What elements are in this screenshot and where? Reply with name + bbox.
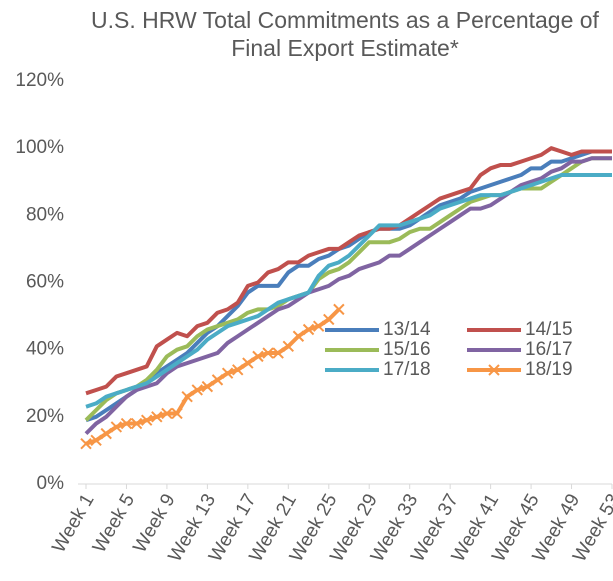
legend-label: 18/19 bbox=[525, 359, 573, 380]
marker bbox=[90, 434, 102, 447]
y-tick-label: 80% bbox=[26, 204, 64, 225]
marker bbox=[312, 320, 325, 332]
legend-label: 14/15 bbox=[525, 319, 573, 340]
marker bbox=[211, 374, 224, 386]
marker bbox=[201, 380, 214, 393]
legend-label: 13/14 bbox=[383, 319, 431, 340]
marker bbox=[323, 313, 335, 326]
series-line bbox=[85, 146, 612, 396]
y-tick-label: 20% bbox=[26, 406, 64, 427]
marker bbox=[80, 437, 92, 450]
marker bbox=[262, 347, 274, 359]
marker bbox=[161, 407, 173, 420]
legend-label: 17/18 bbox=[383, 359, 431, 380]
marker bbox=[242, 357, 254, 369]
marker bbox=[292, 330, 305, 342]
chart-title: U.S. HRW Total Commitments as a Percenta… bbox=[91, 7, 599, 61]
y-tick-label: 120% bbox=[15, 70, 64, 91]
legend-marker bbox=[488, 364, 500, 376]
y-tick-label: 60% bbox=[26, 272, 64, 293]
marker bbox=[191, 384, 203, 396]
marker bbox=[221, 367, 234, 379]
marker bbox=[272, 347, 284, 359]
y-tick-label: 100% bbox=[15, 137, 64, 158]
marker bbox=[232, 364, 244, 376]
marker bbox=[120, 417, 133, 430]
y-tick-label: 0% bbox=[37, 473, 65, 494]
marker bbox=[181, 390, 193, 403]
marker bbox=[151, 411, 163, 423]
series-line bbox=[85, 149, 612, 423]
marker bbox=[130, 417, 143, 430]
series-line bbox=[85, 173, 612, 409]
series-line bbox=[84, 156, 612, 436]
marker bbox=[252, 350, 264, 363]
marker bbox=[333, 303, 345, 316]
marker bbox=[302, 323, 315, 336]
marker bbox=[100, 427, 112, 440]
marker bbox=[110, 421, 123, 433]
marker bbox=[282, 340, 295, 353]
y-tick-label: 40% bbox=[26, 339, 64, 360]
series-line bbox=[84, 156, 612, 422]
legend-label: 15/16 bbox=[383, 339, 431, 360]
legend-label: 16/17 bbox=[525, 339, 573, 360]
marker bbox=[140, 414, 153, 426]
marker bbox=[171, 407, 183, 420]
